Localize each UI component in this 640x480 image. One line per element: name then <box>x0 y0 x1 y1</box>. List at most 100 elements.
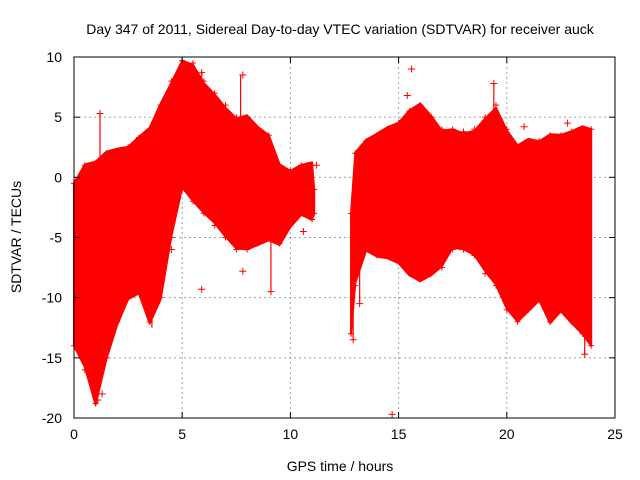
outlier-point <box>312 161 320 169</box>
x-tick-label: 25 <box>607 426 623 442</box>
edge-point-upper <box>103 150 110 157</box>
edge-point-lower <box>103 354 110 361</box>
outlier-point <box>167 246 175 254</box>
edge-point-lower <box>492 282 499 289</box>
edge-point-upper <box>125 144 132 151</box>
y-tick-label: -10 <box>42 290 62 306</box>
edge-point-upper <box>384 126 391 133</box>
edge-point-upper <box>244 114 251 121</box>
edge-point-upper <box>363 138 370 145</box>
outlier-point <box>239 267 247 275</box>
outlier-point <box>349 336 357 344</box>
edge-point-upper <box>347 210 354 217</box>
edge-point-lower <box>373 252 380 259</box>
edge-point-upper <box>233 114 240 121</box>
outlier-point <box>239 71 247 79</box>
edge-point-lower <box>211 222 218 229</box>
x-tick-label: 20 <box>499 426 515 442</box>
outlier-point <box>299 227 307 235</box>
outlier-point <box>563 119 571 127</box>
edge-point-lower <box>503 306 510 313</box>
edge-point-lower <box>81 366 88 373</box>
edge-point-lower <box>417 276 424 283</box>
edge-point-upper <box>525 138 532 145</box>
edge-point-lower <box>92 400 99 407</box>
edge-point-upper <box>471 126 478 133</box>
edge-point-upper <box>157 102 164 109</box>
edge-point-upper <box>547 132 554 139</box>
y-axis-label: SDTVAR / TECUs <box>8 181 24 293</box>
edge-point-lower <box>384 252 391 259</box>
x-tick-label: 5 <box>178 426 186 442</box>
edge-point-lower <box>471 252 478 259</box>
edge-point-lower <box>311 210 318 217</box>
edge-point-upper <box>460 128 467 135</box>
edge-point-upper <box>417 102 424 109</box>
edge-point-lower <box>298 210 305 217</box>
edge-point-upper <box>114 147 121 154</box>
edge-point-upper <box>265 132 272 139</box>
edge-point-lower <box>114 318 121 325</box>
edge-point-lower <box>449 246 456 253</box>
edge-point-upper <box>579 126 586 133</box>
edge-point-upper <box>568 128 575 135</box>
edge-point-upper <box>449 126 456 133</box>
y-tick-label: -20 <box>42 410 62 426</box>
data-layer <box>71 57 595 418</box>
edge-point-upper <box>557 132 564 139</box>
x-axis-label: GPS time / hours <box>287 458 394 474</box>
edge-point-upper <box>428 114 435 121</box>
edge-point-upper <box>311 186 318 193</box>
edge-point-lower <box>287 222 294 229</box>
edge-point-lower <box>233 246 240 253</box>
edge-point-lower <box>125 294 132 301</box>
y-tick-label: 0 <box>54 169 62 185</box>
y-tick-label: -15 <box>42 350 62 366</box>
outlier-point <box>267 288 275 296</box>
edge-point-upper <box>395 120 402 127</box>
edge-point-lower <box>363 246 370 253</box>
edge-point-upper <box>276 162 283 169</box>
y-tick-label: 5 <box>54 109 62 125</box>
outlier-point <box>198 285 206 293</box>
edge-point-upper <box>298 162 305 169</box>
edge-point-lower <box>460 246 467 253</box>
edge-point-lower <box>190 198 197 205</box>
edge-point-upper <box>190 60 197 67</box>
edge-point-lower <box>395 258 402 265</box>
x-tick-label: 15 <box>391 426 407 442</box>
edge-point-upper <box>211 90 218 97</box>
sdtvar-band-segment-2 <box>350 102 593 347</box>
edge-point-lower <box>254 240 261 247</box>
y-tick-label: 10 <box>46 49 62 65</box>
edge-point-lower <box>135 288 142 295</box>
y-tick-label: -5 <box>50 230 63 246</box>
tick-layer: 0 5 10 15 20 25 -20 -15 -10 -5 0 5 10 <box>42 49 623 442</box>
outlier-point <box>356 300 364 308</box>
outlier-point <box>198 69 206 77</box>
edge-point-upper <box>168 78 175 85</box>
outlier-point <box>403 92 411 100</box>
edge-point-lower <box>157 294 164 301</box>
edge-point-upper <box>503 126 510 133</box>
edge-point-lower <box>525 306 532 313</box>
edge-point-lower <box>568 318 575 325</box>
edge-point-lower <box>547 318 554 325</box>
edge-point-upper <box>352 150 359 157</box>
outlier-point <box>96 110 104 118</box>
edge-point-upper <box>588 126 595 133</box>
edge-point-upper <box>92 159 99 166</box>
edge-point-upper <box>135 134 142 141</box>
edge-point-lower <box>438 264 445 271</box>
outlier-point <box>98 390 106 398</box>
edge-point-lower <box>514 318 521 325</box>
edge-point-lower <box>244 246 251 253</box>
edge-point-upper <box>536 138 543 145</box>
outlier-point <box>490 79 498 87</box>
edge-point-lower <box>276 240 283 247</box>
sdtvar-band-segment-1 <box>73 59 316 406</box>
outlier-point <box>408 65 416 73</box>
edge-point-upper <box>406 108 413 115</box>
edge-point-upper <box>482 114 489 121</box>
